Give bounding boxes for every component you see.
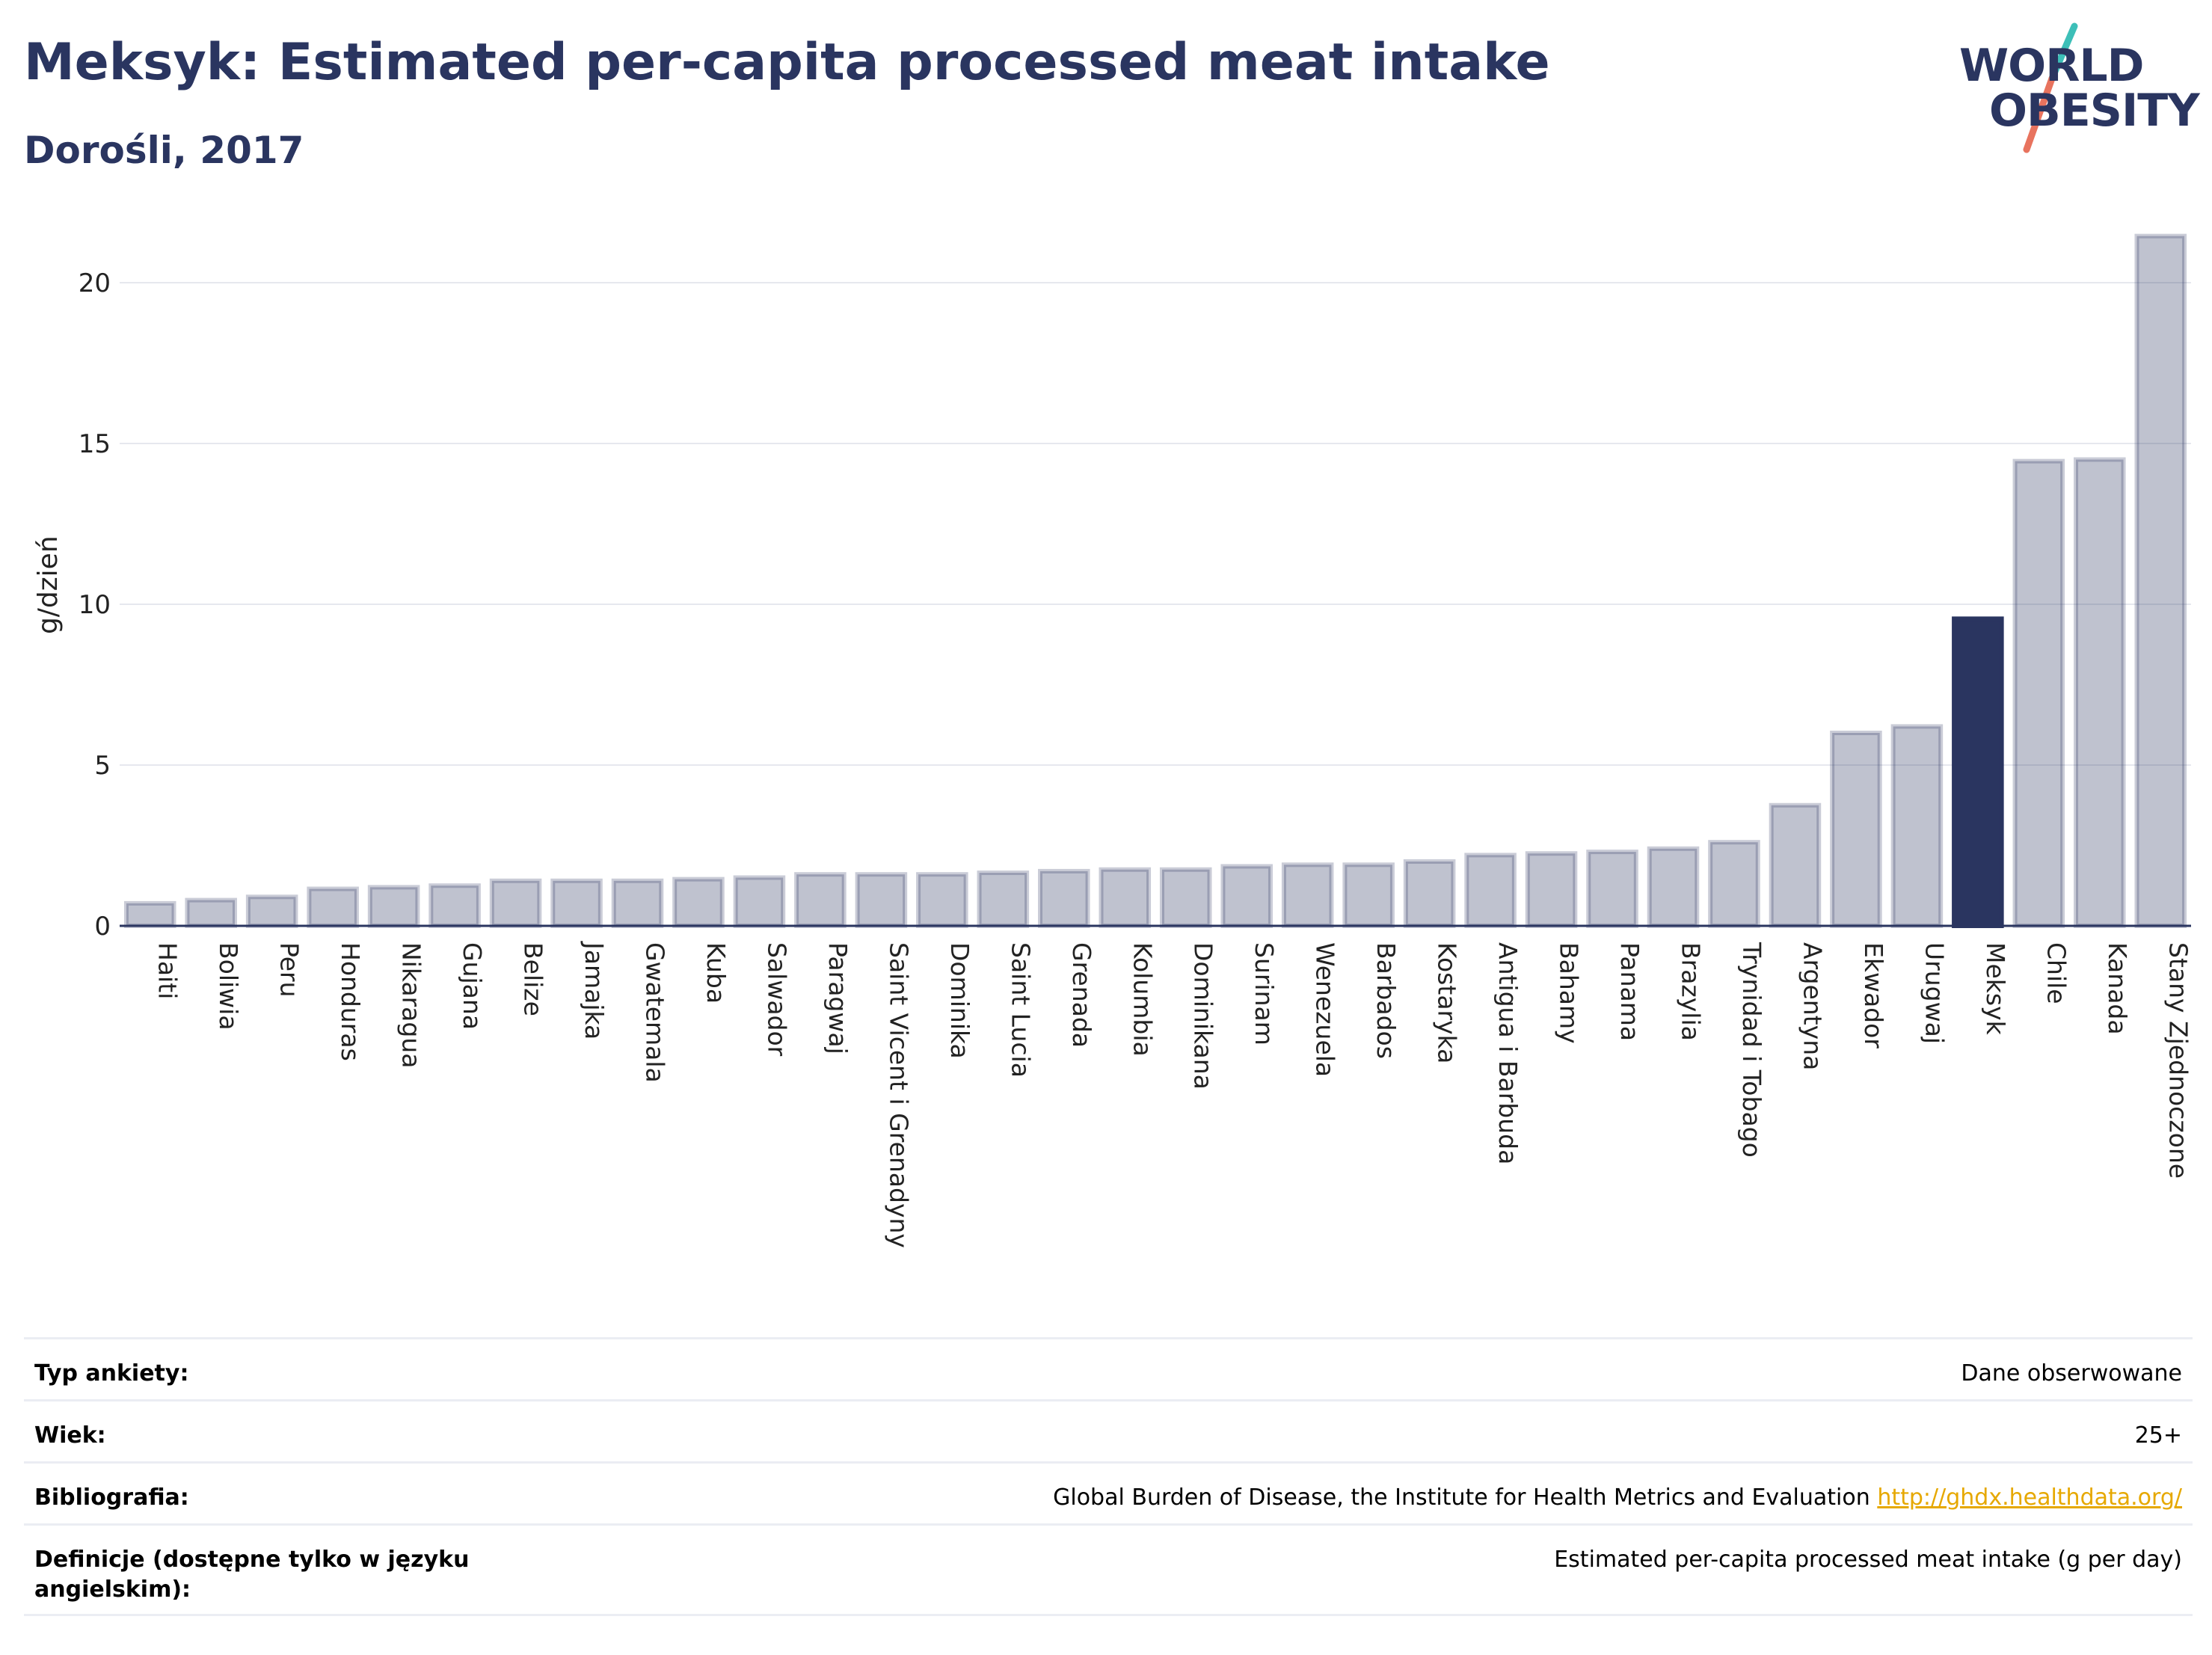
bar xyxy=(1464,853,1517,929)
bar-highlight xyxy=(1952,616,2004,928)
bar xyxy=(550,878,603,928)
bar xyxy=(855,872,908,929)
bar xyxy=(1525,851,1578,928)
x-tick-label: Urugwaj xyxy=(1920,942,1949,1044)
info-label: Bibliografia: xyxy=(34,1484,189,1511)
x-tick-label: Haiti xyxy=(153,942,182,999)
bar xyxy=(428,883,481,928)
bar xyxy=(611,878,664,928)
x-tick-label: Honduras xyxy=(336,942,365,1061)
bar xyxy=(1342,862,1395,928)
bar xyxy=(916,872,968,929)
bar xyxy=(1159,867,1212,928)
x-tick-label: Nikaragua xyxy=(397,942,426,1068)
x-tick-label: Bahamy xyxy=(1555,942,1584,1044)
x-tick-label: Brazylia xyxy=(1677,942,1706,1041)
logo-slash-icon xyxy=(2023,22,2078,153)
bar xyxy=(123,900,176,929)
bar xyxy=(1769,802,1822,928)
logo-word-world: WORLD xyxy=(1959,40,2144,92)
info-value: Global Burden of Disease, the Institute … xyxy=(1053,1483,2182,1513)
y-tick-label: 10 xyxy=(79,590,111,620)
bar xyxy=(1647,846,1700,928)
logo-word-obesity: OBESITY xyxy=(1989,85,2200,137)
info-table: Typ ankiety: Dane obserwowane Wiek: 25+ … xyxy=(24,1337,2193,1616)
bar xyxy=(1403,859,1456,928)
bar xyxy=(1890,724,1944,929)
x-tick-label: Saint Lucia xyxy=(1006,942,1035,1078)
bar xyxy=(1038,868,1090,929)
y-tick-label: 20 xyxy=(79,268,111,298)
y-tick-label: 15 xyxy=(79,429,111,459)
chart-title: Meksyk: Estimated per-capita processed m… xyxy=(24,33,1550,92)
bibliography-link[interactable]: http://ghdx.healthdata.org/ xyxy=(1877,1484,2182,1511)
x-tick-label: Salwador xyxy=(762,942,791,1057)
x-tick-label: Meksyk xyxy=(1981,942,2010,1036)
x-tick-label: Boliwia xyxy=(214,942,243,1031)
info-value: Estimated per-capita processed meat inta… xyxy=(1554,1547,2182,1573)
x-tick-label: Jamajka xyxy=(580,941,609,1040)
x-tick-label: Gwatemala xyxy=(641,942,670,1083)
x-tick-label: Chile xyxy=(2042,942,2071,1004)
bibliography-text: Global Burden of Disease, the Institute … xyxy=(1053,1484,1870,1511)
bar xyxy=(1099,867,1152,928)
x-tick-label: Saint Vicent i Grenadyny xyxy=(884,942,913,1248)
world-obesity-logo: WORLD OBESITY xyxy=(1952,22,2200,157)
bar xyxy=(2012,458,2065,928)
chart-subtitle: Dorośli, 2017 xyxy=(24,129,304,172)
x-tick-label: Paragwaj xyxy=(823,942,852,1054)
bar xyxy=(733,875,786,928)
x-tick-label: Surinam xyxy=(1250,942,1279,1045)
info-value: 25+ xyxy=(2134,1422,2182,1449)
x-tick-label: Kuba xyxy=(701,942,731,1004)
bar xyxy=(672,876,725,929)
y-axis-label: g/dzień xyxy=(33,535,64,634)
x-tick-label: Wenezuela xyxy=(1311,942,1340,1077)
info-row-definitions: Definicje (dostępne tylko w języku angie… xyxy=(24,1523,2193,1616)
info-label: Definicje (dostępne tylko w języku angie… xyxy=(34,1547,470,1603)
info-value: Dane obserwowane xyxy=(1961,1360,2182,1387)
x-tick-label: Barbados xyxy=(1371,942,1401,1059)
x-tick-label: Ekwador xyxy=(1859,942,1888,1048)
bar xyxy=(2134,233,2187,928)
x-tick-label: Antigua i Barbuda xyxy=(1493,942,1523,1164)
bar xyxy=(245,894,298,928)
bar xyxy=(794,872,847,929)
info-row-bibliography: Bibliografia: Global Burden of Disease, … xyxy=(24,1461,2193,1523)
y-tick-label: 0 xyxy=(94,912,111,942)
x-tick-label: Grenada xyxy=(1067,942,1096,1048)
bar xyxy=(977,871,1030,928)
x-tick-label: Trynidad i Tobago xyxy=(1737,942,1766,1158)
x-tick-label: Kolumbia xyxy=(1128,942,1157,1057)
bar xyxy=(1281,862,1334,928)
bar xyxy=(1708,840,1760,929)
x-tick-label: Gujana xyxy=(458,942,487,1030)
x-tick-label: Stany Zjednoczone xyxy=(2163,942,2193,1179)
bar xyxy=(307,886,359,928)
x-tick-label: Belize xyxy=(519,942,548,1016)
bar xyxy=(1220,864,1273,929)
bar xyxy=(367,885,420,929)
info-label: Typ ankiety: xyxy=(34,1360,189,1387)
x-tick-label: Argentyna xyxy=(1798,942,1827,1070)
info-label: Wiek: xyxy=(34,1422,106,1449)
bar xyxy=(2074,457,2126,928)
x-tick-label: Dominika xyxy=(945,942,974,1059)
x-tick-label: Panama xyxy=(1615,942,1644,1041)
bar xyxy=(185,897,237,928)
bar xyxy=(1830,731,1882,928)
x-tick-label: Kanada xyxy=(2103,942,2132,1035)
y-tick-label: 5 xyxy=(94,751,111,781)
x-tick-label: Kostaryka xyxy=(1433,942,1462,1063)
bar xyxy=(1586,850,1638,928)
x-tick-label: Peru xyxy=(275,942,304,998)
x-tick-label: Dominikana xyxy=(1189,942,1218,1090)
info-row-survey-type: Typ ankiety: Dane obserwowane xyxy=(24,1337,2193,1399)
info-row-age: Wiek: 25+ xyxy=(24,1399,2193,1461)
bar xyxy=(489,878,542,928)
bar-chart: 0 5 10 15 20 g/dzień Haiti Boliwia Peru Honduras N… xyxy=(33,233,2193,1248)
